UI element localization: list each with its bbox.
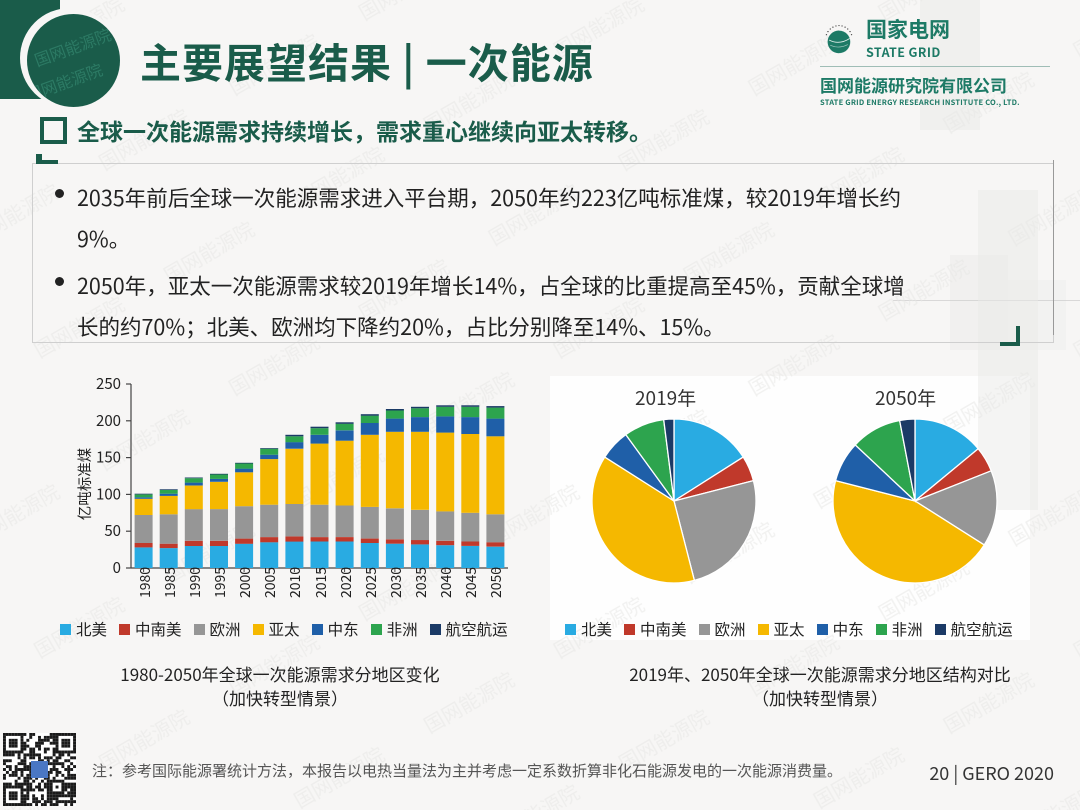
svg-text:50: 50 — [104, 520, 121, 541]
svg-text:亿吨标准煤: 亿吨标准煤 — [74, 448, 95, 521]
svg-text:100: 100 — [96, 483, 121, 504]
svg-text:250: 250 — [96, 376, 121, 394]
svg-text:150: 150 — [96, 447, 121, 468]
svg-text:国网能源院: 国网能源院 — [31, 21, 114, 71]
svg-text:200: 200 — [96, 410, 121, 431]
svg-text:0: 0 — [113, 557, 121, 578]
